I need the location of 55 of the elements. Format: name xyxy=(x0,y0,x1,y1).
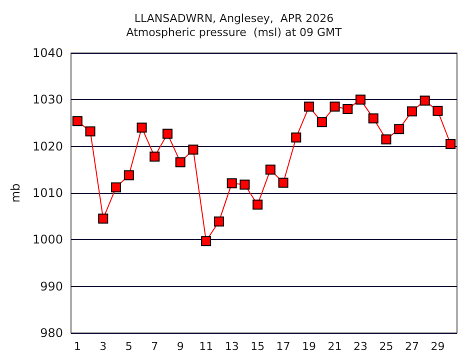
x-tick-label: 29 xyxy=(430,340,445,353)
y-tick-label: 990 xyxy=(40,279,63,294)
x-tick-label: 11 xyxy=(199,340,214,353)
x-tick-label: 9 xyxy=(176,340,184,353)
point xyxy=(265,164,276,175)
y-tick-label: 1020 xyxy=(32,139,63,154)
point xyxy=(201,236,212,246)
point xyxy=(252,200,263,210)
point xyxy=(85,126,96,136)
y-tick-label: 1000 xyxy=(32,232,63,247)
point xyxy=(188,144,198,155)
y-tick-label: 1010 xyxy=(32,186,63,200)
x-tick-label: 13 xyxy=(224,340,239,353)
x-tick-label: 25 xyxy=(379,340,394,353)
y-tick-label: 1040 xyxy=(32,46,63,60)
point xyxy=(291,132,302,142)
y-tick-label: 980 xyxy=(40,326,63,340)
point xyxy=(304,102,314,112)
x-tick-label: 15 xyxy=(250,340,265,353)
point xyxy=(214,216,224,226)
y-axis-title: mb xyxy=(8,183,23,203)
point xyxy=(226,178,237,188)
point xyxy=(136,122,147,133)
x-tick-label: 17 xyxy=(276,340,290,353)
point xyxy=(330,102,340,112)
point xyxy=(342,104,353,114)
point xyxy=(420,96,430,106)
point xyxy=(394,124,404,134)
x-tick-label: 19 xyxy=(302,340,316,353)
x-tick-label: 23 xyxy=(354,340,368,353)
point xyxy=(175,157,186,168)
y-tick-label: 1030 xyxy=(32,92,63,107)
x-tick-label: 5 xyxy=(125,340,132,353)
point xyxy=(240,180,250,190)
point xyxy=(72,116,82,126)
x-tick-label: 1 xyxy=(74,340,81,353)
x-tick-label: 21 xyxy=(328,340,342,353)
point xyxy=(381,134,392,144)
point xyxy=(124,170,134,180)
chart-subtitle: Atmospheric pressure (msl) at 09 GMT xyxy=(126,26,342,39)
point xyxy=(368,113,378,124)
point xyxy=(111,182,122,192)
chart-title: LLANSADWRN, Anglesey, APR 2026 xyxy=(134,12,334,25)
x-tick-label: 7 xyxy=(151,340,158,353)
point xyxy=(406,106,417,116)
point xyxy=(356,94,366,105)
point xyxy=(162,128,172,139)
point xyxy=(432,106,443,116)
x-tick-label: 27 xyxy=(404,340,419,353)
point xyxy=(316,117,327,128)
point xyxy=(150,152,160,162)
point xyxy=(446,139,456,149)
x-tick-label: 3 xyxy=(100,340,107,353)
point xyxy=(278,178,288,188)
point xyxy=(98,214,108,224)
